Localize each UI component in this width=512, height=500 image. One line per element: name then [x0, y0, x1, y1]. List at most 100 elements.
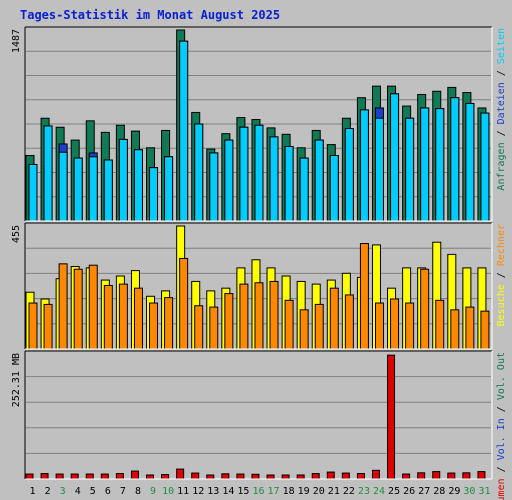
volume-bar: [40, 473, 49, 480]
volume-bar: [161, 474, 170, 480]
volume-bar: [432, 471, 441, 480]
x-axis-labels: 1 2 3 4 5 6 7 8 9 10 11 12 13 14 15 16 17 18 19 20 21 22 23 24 2…: [30, 486, 491, 497]
x-tick-label: 17: [268, 486, 280, 497]
pages-bar: [405, 117, 415, 222]
visitors-bar: [420, 268, 430, 350]
x-tick-label: 3: [60, 486, 66, 497]
visitors-bar: [88, 264, 98, 350]
x-tick-label: 4: [75, 486, 81, 497]
x-tick-label: 2: [45, 486, 51, 497]
pages-bar: [58, 151, 68, 222]
x-tick-label: 13: [207, 486, 219, 497]
volume-bar: [115, 473, 124, 480]
x-tick-label: 22: [343, 486, 355, 497]
legend-item: Vol. In: [496, 418, 507, 460]
x-tick-label: 21: [328, 486, 340, 497]
volume-bar: [281, 474, 290, 480]
visitors-bar: [284, 299, 294, 350]
pages-bar: [480, 112, 490, 222]
visitors-bar: [149, 302, 159, 350]
pages-bar: [103, 159, 113, 222]
legend-item: Volumen: [496, 478, 507, 500]
visitors-bar: [133, 287, 143, 350]
legend-item: Anfragen: [496, 142, 507, 190]
y-max-label: 455: [11, 225, 22, 243]
legend-separator: /: [496, 124, 507, 142]
x-tick-label: 8: [135, 486, 141, 497]
y-max-label: 252.31 MB: [11, 353, 22, 407]
visitors-bar: [480, 310, 490, 350]
legend-item: Dateien: [496, 82, 507, 124]
pages-bar: [269, 136, 279, 222]
pages-bar: [133, 149, 143, 222]
x-tick-label: 9: [150, 486, 156, 497]
volume-bar: [417, 472, 426, 480]
pages-bar: [344, 128, 354, 222]
volume-bar: [55, 473, 64, 480]
pages-bar: [284, 146, 294, 222]
volume-bar: [387, 354, 396, 480]
x-tick-label: 30: [463, 486, 475, 497]
pages-bar: [88, 156, 98, 222]
visitors-bar: [329, 287, 339, 350]
volume-bar: [236, 473, 245, 480]
volume-bar: [176, 468, 185, 480]
volume-bar: [70, 473, 79, 480]
x-tick-label: 5: [90, 486, 96, 497]
legend-item: Rechner: [496, 224, 507, 266]
volume-bar: [206, 474, 215, 480]
volume-bar: [356, 473, 365, 480]
visitors-bar: [450, 309, 460, 350]
visitors-bar: [224, 293, 234, 350]
visitors-bar: [73, 268, 83, 350]
panel-2: 455 Besuche / Rechner: [11, 222, 507, 350]
visitors-bar: [269, 280, 279, 350]
visitors-bar: [28, 302, 38, 350]
visitors-bar: [314, 303, 324, 350]
volume-bar: [402, 473, 411, 480]
pages-bar: [194, 123, 204, 222]
panel-3: 252.31 MB Volumen / Vol. In / Vol. Out: [11, 350, 507, 500]
pages-bar: [450, 97, 460, 222]
volume-bar: [130, 470, 139, 480]
x-tick-label: 26: [403, 486, 415, 497]
pages-bar: [179, 40, 189, 222]
pages-bar: [465, 102, 475, 222]
x-tick-label: 31: [478, 486, 490, 497]
visitors-bar: [390, 298, 400, 350]
pages-bar: [254, 124, 264, 222]
visitors-bar: [58, 263, 68, 350]
y-max-label: 1487: [11, 29, 22, 53]
pages-bar: [43, 125, 53, 222]
volume-bar: [462, 472, 471, 480]
x-tick-label: 11: [177, 486, 189, 497]
volume-bar: [311, 473, 320, 480]
visitors-bar: [435, 299, 445, 350]
pages-bar: [390, 93, 400, 222]
panel-legend: Volumen / Vol. In / Vol. Out: [496, 352, 507, 500]
pages-bar: [299, 157, 309, 222]
x-tick-label: 29: [448, 486, 460, 497]
x-tick-label: 25: [388, 486, 400, 497]
pages-bar: [359, 109, 369, 222]
legend-separator: /: [496, 400, 507, 418]
visitors-bar: [254, 282, 264, 350]
legend-separator: /: [496, 266, 507, 284]
x-tick-label: 16: [252, 486, 264, 497]
volume-bar: [85, 473, 94, 480]
pages-bar: [118, 138, 128, 222]
panel-legend: Besuche / Rechner: [496, 224, 507, 326]
volume-bar: [326, 471, 335, 480]
volume-bar: [25, 473, 34, 480]
x-tick-label: 18: [283, 486, 295, 497]
legend-separator: /: [496, 460, 507, 478]
volume-bar: [221, 473, 230, 480]
pages-bar: [329, 154, 339, 222]
pages-bar: [164, 156, 174, 222]
visitors-bar: [209, 306, 219, 350]
volume-bar: [100, 473, 109, 480]
volume-bar: [266, 474, 275, 480]
